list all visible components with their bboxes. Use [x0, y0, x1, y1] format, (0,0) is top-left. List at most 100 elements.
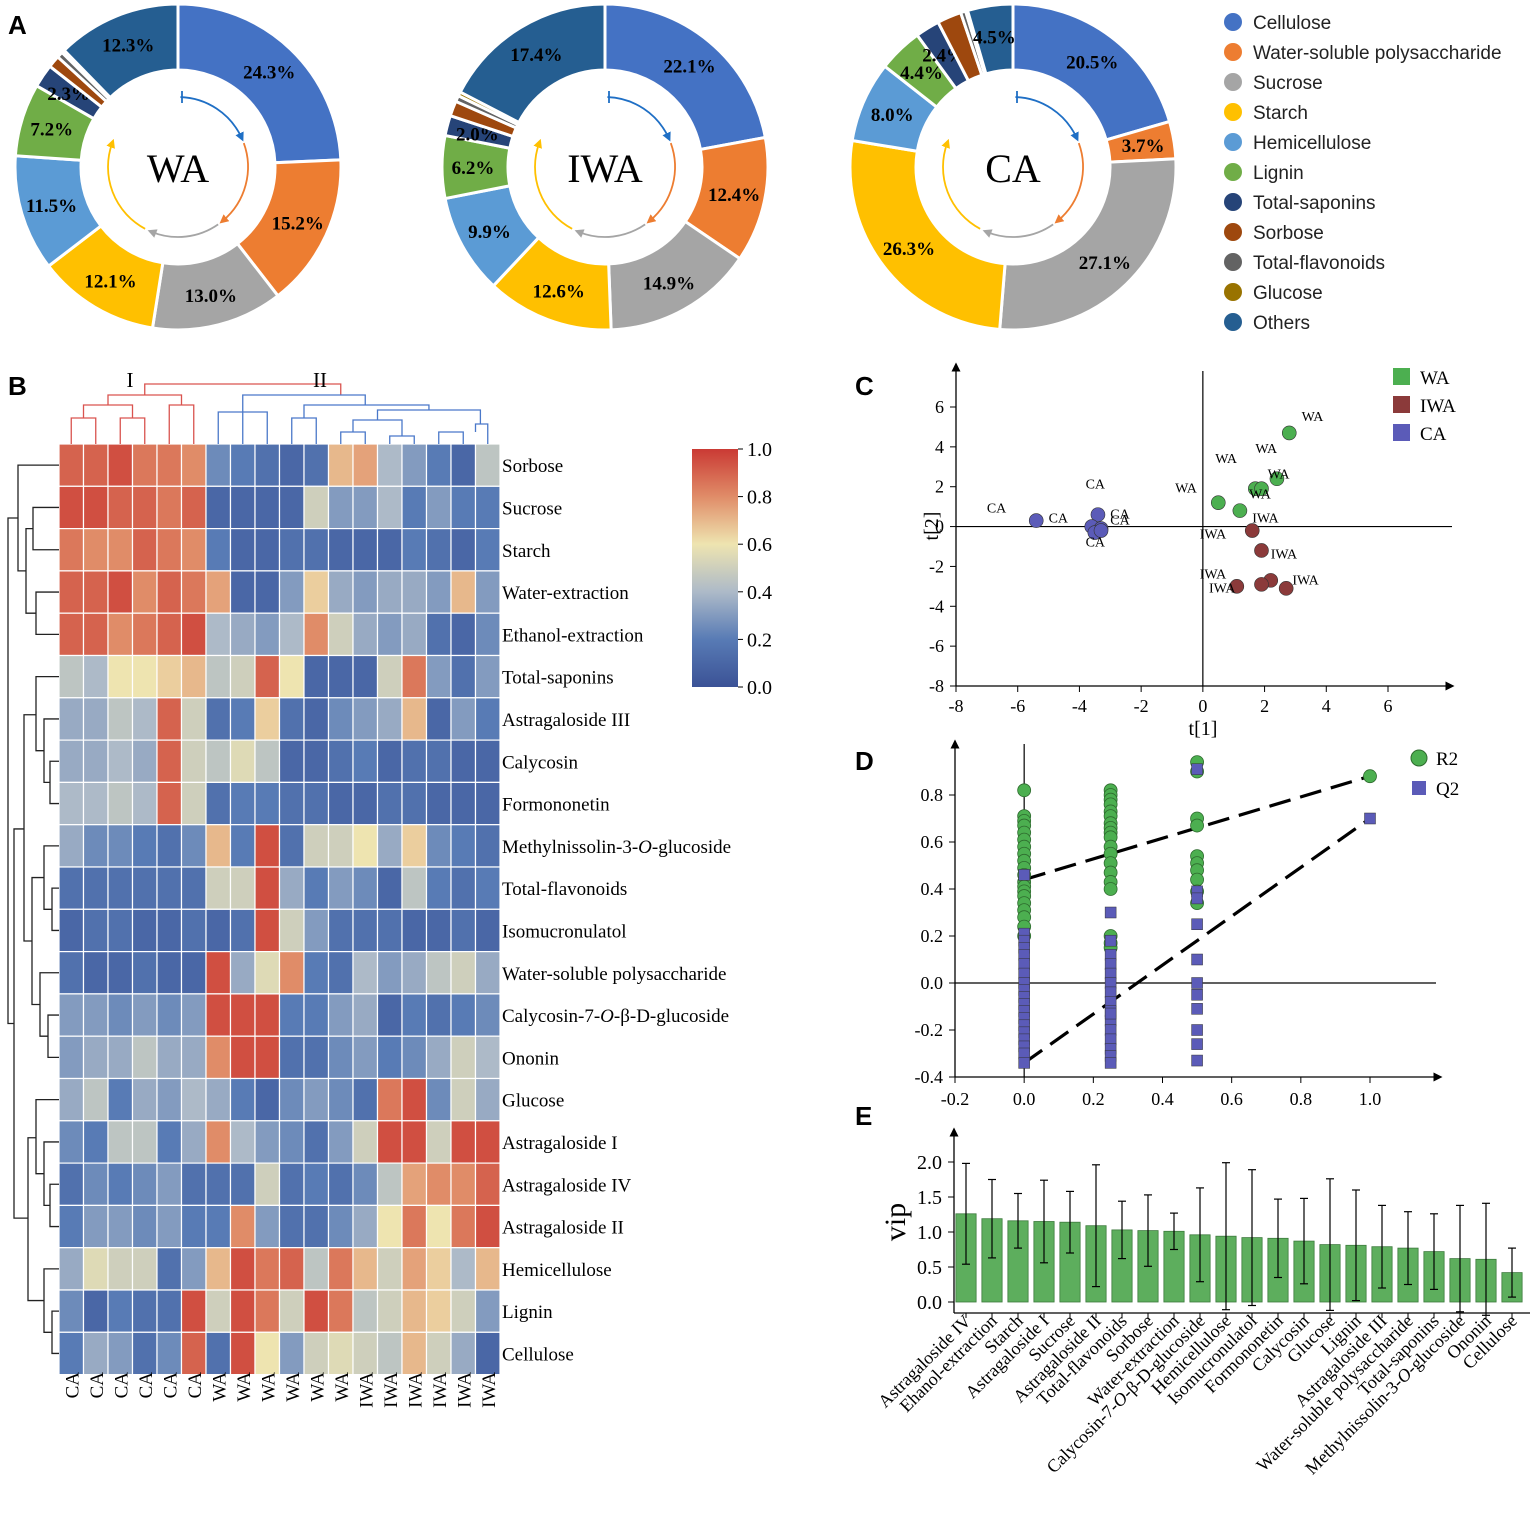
heatmap-cell [278, 612, 305, 657]
slice-label: 12.4% [708, 185, 760, 206]
score-point-wa [1269, 471, 1285, 487]
heatmap-cell [205, 612, 232, 657]
heatmap-cell [254, 1120, 281, 1164]
heatmap-cell [156, 697, 183, 741]
heatmap-cell [254, 527, 281, 572]
heatmap-cell [58, 866, 85, 910]
heatmap-cell [450, 1289, 477, 1333]
heatmap-cell [278, 739, 305, 783]
heatmap-cell [180, 443, 207, 487]
heatmap-row-label: Calycosin-7-O-β-D-glucoside [502, 1006, 729, 1027]
heatmap-cell [205, 570, 232, 614]
slice-label: 12.6% [533, 282, 585, 303]
heatmap-cell [205, 527, 232, 572]
heatmap-cell [131, 781, 158, 826]
panel-letter-b: B [8, 371, 27, 401]
y-tick-label: 0.8 [921, 785, 944, 805]
heatmap-cell [450, 485, 477, 530]
heatmap-cell [107, 1289, 134, 1333]
heatmap-cell [352, 1162, 379, 1206]
heatmap-row-label: Astragaloside III [502, 710, 630, 731]
q2-point [1191, 1024, 1203, 1036]
heatmap-cell [450, 1331, 477, 1376]
dendrogram-branch [291, 417, 317, 444]
slice-label: 27.1% [1079, 253, 1131, 274]
legend-marker [1224, 43, 1242, 61]
heatmap-cell [376, 1204, 403, 1249]
heatmap-cell [58, 1120, 85, 1164]
panel-b-heatmap: Sorbose Sucrose Starch Water-extraction Etha… [7, 368, 772, 1408]
heatmap-cell [401, 1204, 428, 1249]
panel-c-score-plot: -8 -6 -4 -2 0 2 4 6 -8 -6 -4 -2 0 2 4 6 t[1] t[2] WA WA WA WA… [921, 362, 1456, 740]
heatmap-cell [425, 866, 452, 910]
heatmap-cell [352, 739, 379, 783]
heatmap-cell [376, 1331, 403, 1376]
legend-label: CA [1420, 424, 1447, 445]
row-dendrogram-branch [27, 1137, 44, 1302]
heatmap-cell [205, 1247, 232, 1291]
slice-sucrose [998, 157, 1178, 332]
heatmap-cell [376, 443, 403, 487]
q2-point [1191, 1003, 1203, 1015]
y-tick-label: -4 [929, 596, 944, 616]
dendrogram-branch [119, 417, 146, 444]
colorbar-tick-label: 0.8 [747, 487, 772, 509]
colorbar [692, 449, 738, 687]
x-axis-label: t[1] [1189, 718, 1218, 740]
heatmap-cell [82, 1331, 109, 1376]
heatmap-col-label: IWA [381, 1372, 402, 1408]
score-point-wa [1210, 495, 1226, 510]
heatmap-cell [205, 781, 232, 826]
heatmap-cell [180, 950, 207, 995]
heatmap-row-label: Formononetin [502, 795, 610, 816]
heatmap-cell [254, 570, 281, 614]
heatmap-cell [107, 1247, 134, 1291]
panel-letter-c: C [855, 371, 874, 401]
heatmap-cell [156, 485, 183, 530]
heatmap-cell [205, 993, 232, 1037]
heatmap-cell [450, 527, 477, 572]
heatmap-row-label: Astragaloside II [502, 1218, 624, 1239]
row-dendrogram-branch [13, 828, 28, 1219]
heatmap-cell [229, 1247, 256, 1291]
row-dendrogram-branch [51, 887, 59, 932]
heatmap-cell [376, 1120, 403, 1164]
heatmap-cell [107, 824, 134, 868]
heatmap-cell [180, 866, 207, 910]
heatmap-cell [156, 570, 183, 614]
score-point-wa [1232, 503, 1248, 518]
heatmap-cell [229, 570, 256, 614]
legend-label-q2: Q2 [1436, 779, 1459, 800]
heatmap-cell [425, 1077, 452, 1122]
x-tick-label: -4 [1072, 696, 1087, 716]
heatmap-cell [327, 739, 354, 783]
heatmap-cell [278, 1289, 305, 1333]
heatmap-cell [107, 443, 134, 487]
heatmap-cell [352, 781, 379, 826]
heatmap-cell [58, 1289, 85, 1333]
slice-label: 12.3% [102, 36, 154, 57]
dendrogram-branch [242, 394, 366, 412]
r2-point [1017, 783, 1032, 798]
score-point-iwa [1229, 579, 1245, 594]
heatmap-cell [180, 1331, 207, 1376]
heatmap-col-label: CA [160, 1372, 181, 1399]
slice-label: 15.2% [272, 213, 324, 234]
legend-label: Lignin [1253, 163, 1304, 184]
row-dendrogram-branch [17, 464, 59, 572]
q2-point [1191, 977, 1203, 989]
score-point-ca [1090, 507, 1106, 522]
heatmap-cell [229, 950, 256, 995]
heatmap-cell [376, 866, 403, 910]
heatmap-cell [278, 1035, 305, 1080]
heatmap-cell [205, 1035, 232, 1080]
heatmap-cell [156, 612, 183, 657]
heatmap-cell [474, 1035, 501, 1080]
heatmap-cell [425, 697, 452, 741]
heatmap-cell [327, 654, 354, 699]
heatmap-cell [156, 527, 183, 572]
heatmap-cell [107, 654, 134, 699]
heatmap-cell [376, 1162, 403, 1206]
heatmap-cell [425, 1162, 452, 1206]
heatmap-cell [205, 654, 232, 699]
